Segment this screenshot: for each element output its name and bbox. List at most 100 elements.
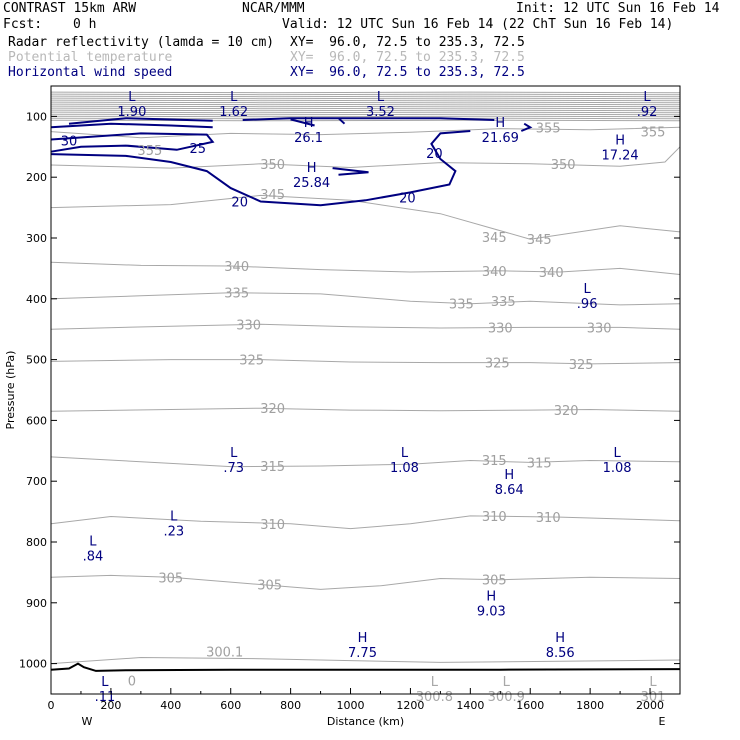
extremum-kind: L (649, 675, 657, 690)
theta-contour (50, 515, 681, 530)
model-title: CONTRAST 15km ARW (3, 1, 137, 16)
theta-contour (50, 146, 681, 169)
wind-label: 20 (399, 191, 416, 206)
institution-label: NCAR/MMM (242, 1, 305, 16)
wind-contour (50, 130, 471, 207)
extremum-value: 1.62 (219, 105, 248, 120)
theta-contour (50, 292, 681, 306)
wind-contour (50, 122, 213, 129)
theta-label: 320 (554, 404, 579, 419)
theta-contour (50, 91, 681, 94)
theta-label: 325 (239, 354, 264, 369)
extremum-value: .73 (223, 461, 244, 476)
theta-contour (50, 103, 681, 106)
theta-label: 355 (137, 144, 162, 159)
extremum-kind: L (170, 509, 178, 524)
y-tick-label: 200 (26, 171, 47, 184)
y-tick-label: 300 (26, 232, 47, 245)
extremum-value: .84 (83, 549, 104, 564)
contour-label-group: 355 355 355 350 350 345 345 345 340 340 340 335 335 3… (61, 90, 666, 705)
theta-contour (50, 97, 681, 100)
theta-label: 325 (485, 357, 510, 372)
extremum-kind: H (504, 468, 514, 483)
extremum-value: 26.1 (294, 131, 323, 146)
extremum-kind: H (307, 161, 317, 176)
y-tick-label: 100 (26, 110, 47, 123)
theta-label: 350 (260, 158, 285, 173)
wind-contour (50, 132, 215, 153)
extremum-value: 8.64 (495, 483, 524, 498)
theta-contour (50, 126, 681, 139)
theta-label: 330 (488, 321, 513, 336)
stray-label: 0 (128, 675, 136, 690)
extremum-kind: H (486, 590, 496, 605)
theta-label: 345 (527, 233, 552, 248)
terrain-group (50, 662, 681, 672)
x-tick-label: 0 (48, 699, 55, 712)
extremum-value: 21.69 (482, 131, 519, 146)
theta-contour (50, 101, 681, 104)
y-tick-label: 1000 (19, 658, 47, 671)
theta-label: 355 (641, 126, 666, 141)
extremum-value: 1.90 (117, 105, 146, 120)
extremum-value: .92 (637, 105, 658, 120)
theta-contour (50, 359, 681, 365)
legend-wind-xy: XY= 96.0, 72.5 to 235.3, 72.5 (290, 65, 525, 80)
x-tick-label: 200 (100, 699, 121, 712)
x-tick-label: 1200 (396, 699, 424, 712)
theta-contour (50, 93, 681, 96)
extremum-kind: L (230, 446, 238, 461)
terrain-line (50, 662, 681, 672)
extremum-kind: L (128, 90, 136, 105)
wind-contour (337, 117, 346, 125)
wind-contour (520, 122, 533, 132)
theta-contour (50, 407, 681, 412)
extremum-value: 1.08 (390, 461, 419, 476)
theta-contour (50, 456, 681, 468)
x-tick-label: 2000 (636, 699, 664, 712)
legend-wind-label: Horizontal wind speed (8, 65, 173, 80)
plot-frame (50, 85, 681, 695)
theta-contour (50, 115, 681, 118)
extremum-value: .23 (163, 524, 184, 539)
theta-label: 350 (551, 158, 576, 173)
extremum-kind: L (431, 675, 439, 690)
theta-label: 300.1 (206, 645, 243, 660)
west-label: W (81, 715, 92, 728)
y-tick-label: 400 (26, 293, 47, 306)
extremum-kind: L (377, 90, 385, 105)
wind-label: 30 (61, 135, 78, 150)
extremum-kind: L (503, 675, 511, 690)
theta-contour (50, 111, 681, 114)
y-tick-label: 800 (26, 536, 47, 549)
theta-contour (50, 95, 681, 98)
theta-contour (50, 119, 681, 122)
wind-contour (290, 118, 315, 127)
x-tick-label: 400 (160, 699, 181, 712)
extremum-kind: L (401, 446, 409, 461)
wind-label: 25 (189, 142, 206, 157)
theta-contour (50, 656, 681, 665)
y-tick-label: 900 (26, 597, 47, 610)
theta-contour (50, 113, 681, 116)
extremum-value: 17.24 (601, 149, 638, 164)
theta-label: 315 (482, 454, 507, 469)
extremum-value: 25.84 (293, 176, 330, 191)
theta-contour (50, 574, 681, 590)
theta-label: 310 (260, 518, 285, 533)
theta-contour (50, 194, 681, 240)
theta-label: 310 (536, 511, 561, 526)
theta-contour (50, 105, 681, 108)
x-tick-label: 1000 (337, 699, 365, 712)
theta-label: 355 (536, 121, 561, 136)
theta-label: 330 (587, 321, 612, 336)
extremum-kind: L (89, 534, 97, 549)
extremum-value: 3.52 (366, 105, 395, 120)
east-label: E (659, 715, 666, 728)
y-axis-title: Pressure (hPa) (4, 351, 17, 430)
wind-contour (68, 117, 213, 125)
theta-label: 335 (491, 295, 516, 310)
x-axis-title: Distance (km) (327, 715, 404, 728)
x-tick-label: 800 (280, 699, 301, 712)
